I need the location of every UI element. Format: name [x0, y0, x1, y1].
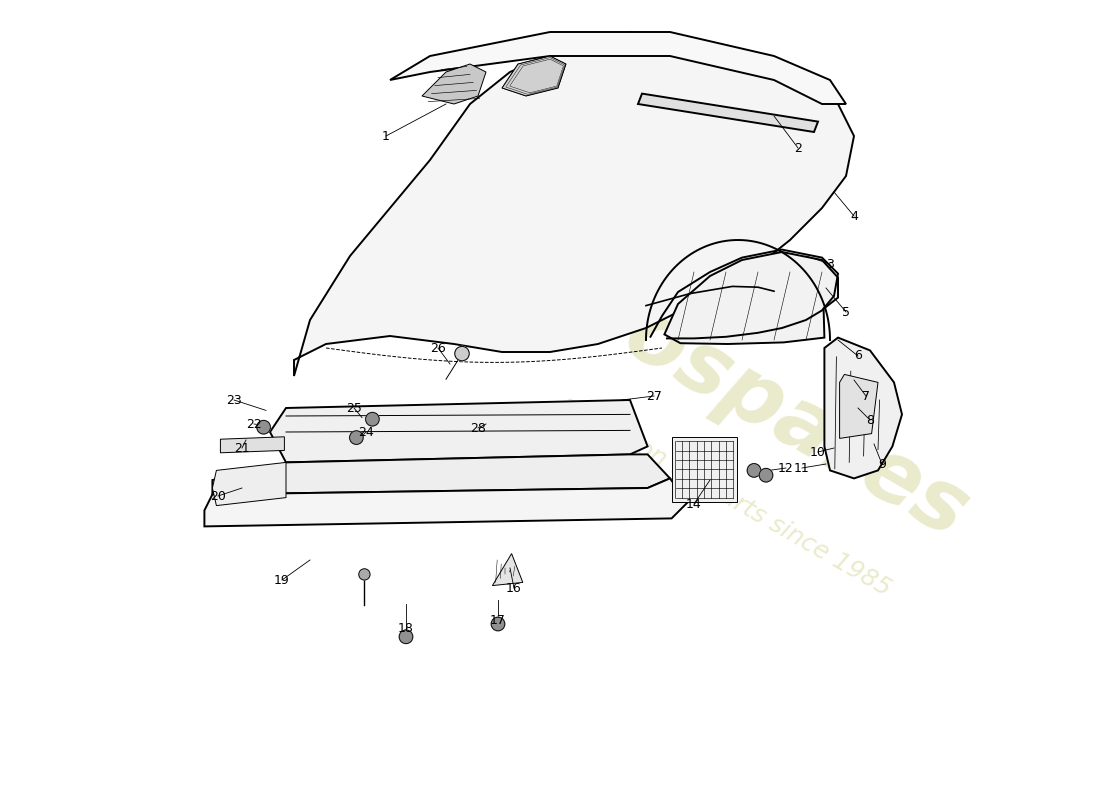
Polygon shape [664, 252, 838, 344]
Polygon shape [422, 64, 486, 104]
Circle shape [747, 464, 761, 477]
Text: 7: 7 [862, 390, 870, 402]
Polygon shape [205, 478, 688, 526]
Polygon shape [390, 32, 846, 104]
Polygon shape [270, 400, 648, 462]
Polygon shape [294, 32, 854, 376]
Text: 28: 28 [470, 422, 486, 434]
Text: eurospares: eurospares [470, 212, 982, 556]
Text: 10: 10 [810, 446, 826, 458]
Text: 24: 24 [359, 426, 374, 438]
Text: 8: 8 [866, 414, 874, 426]
Text: 3: 3 [826, 258, 834, 270]
Circle shape [256, 421, 271, 434]
Text: 27: 27 [646, 390, 662, 402]
Polygon shape [839, 374, 878, 438]
Text: 6: 6 [854, 350, 862, 362]
Circle shape [492, 618, 505, 630]
Text: 5: 5 [842, 306, 850, 318]
Text: 25: 25 [346, 402, 362, 414]
Circle shape [454, 346, 470, 361]
Polygon shape [502, 56, 566, 96]
Circle shape [365, 413, 380, 426]
Polygon shape [493, 554, 522, 586]
Text: 1: 1 [382, 130, 389, 142]
Circle shape [359, 569, 370, 580]
Circle shape [399, 630, 412, 643]
Text: 21: 21 [234, 442, 250, 454]
Text: 4: 4 [850, 210, 858, 222]
Text: 14: 14 [686, 498, 702, 510]
Text: 22: 22 [246, 418, 262, 430]
Bar [672, 437, 737, 502]
Circle shape [350, 430, 363, 444]
Polygon shape [638, 94, 818, 132]
Text: 23: 23 [227, 394, 242, 406]
Text: 26: 26 [430, 342, 446, 354]
Text: 19: 19 [274, 574, 290, 586]
Polygon shape [824, 338, 902, 478]
Circle shape [759, 468, 773, 482]
Text: 18: 18 [398, 622, 414, 634]
Text: 12: 12 [778, 462, 794, 474]
Text: 9: 9 [878, 458, 886, 470]
Polygon shape [220, 437, 285, 453]
Text: a passion for parts since 1985: a passion for parts since 1985 [557, 391, 895, 601]
Text: 16: 16 [506, 582, 521, 594]
Text: 17: 17 [491, 614, 506, 626]
Text: 20: 20 [210, 490, 225, 502]
Text: 11: 11 [794, 462, 810, 474]
Polygon shape [212, 462, 286, 506]
Text: 2: 2 [794, 142, 802, 154]
Polygon shape [212, 454, 670, 494]
